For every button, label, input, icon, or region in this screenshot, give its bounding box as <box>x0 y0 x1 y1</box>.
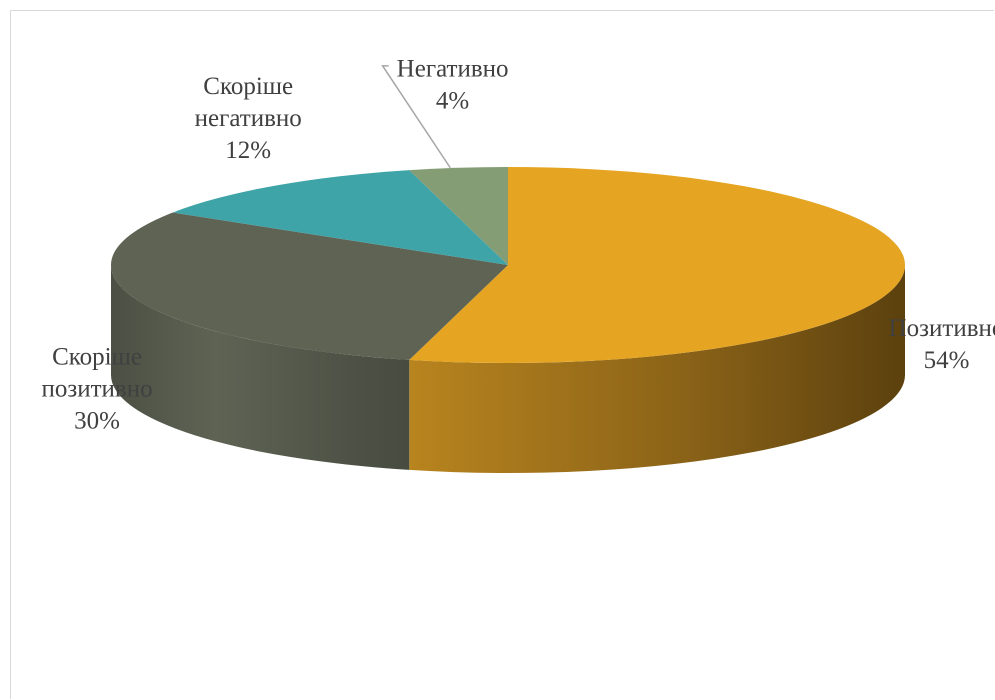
data-label-2: Скоріше позитивно 30% <box>41 343 152 434</box>
data-label-value: 12% <box>225 137 271 164</box>
data-label-1: Позитивно 54% <box>889 315 995 374</box>
pie-sides <box>111 265 905 473</box>
data-label-value: 54% <box>924 347 970 374</box>
data-label-value: 30% <box>74 407 120 434</box>
data-label-text: Позитивно <box>889 315 995 342</box>
data-label-text: Скоріше <box>203 73 293 100</box>
data-label-text: позитивно <box>41 375 152 402</box>
data-label-value: 4% <box>436 87 469 114</box>
pie-slice-1 <box>409 167 906 363</box>
data-label-text: Негативно <box>397 55 509 82</box>
pie-slice-2 <box>111 212 508 360</box>
data-label-4: Негативно 4% <box>397 55 509 114</box>
data-label-3: Скоріше негативно 12% <box>195 73 302 164</box>
leader-lines <box>381 65 451 169</box>
pie-slice-3 <box>172 170 509 265</box>
pie-tops <box>111 167 906 363</box>
data-label-text: Скоріше <box>52 343 142 370</box>
leader-line <box>381 65 451 169</box>
data-labels: Позитивно 54% Скоріше позитивно 30% Скоріше не… <box>41 55 995 434</box>
pie-side-2 <box>111 265 410 470</box>
data-label-text: негативно <box>195 105 302 132</box>
pie-slice-4 <box>409 167 508 265</box>
pie-side-1 <box>409 265 905 473</box>
